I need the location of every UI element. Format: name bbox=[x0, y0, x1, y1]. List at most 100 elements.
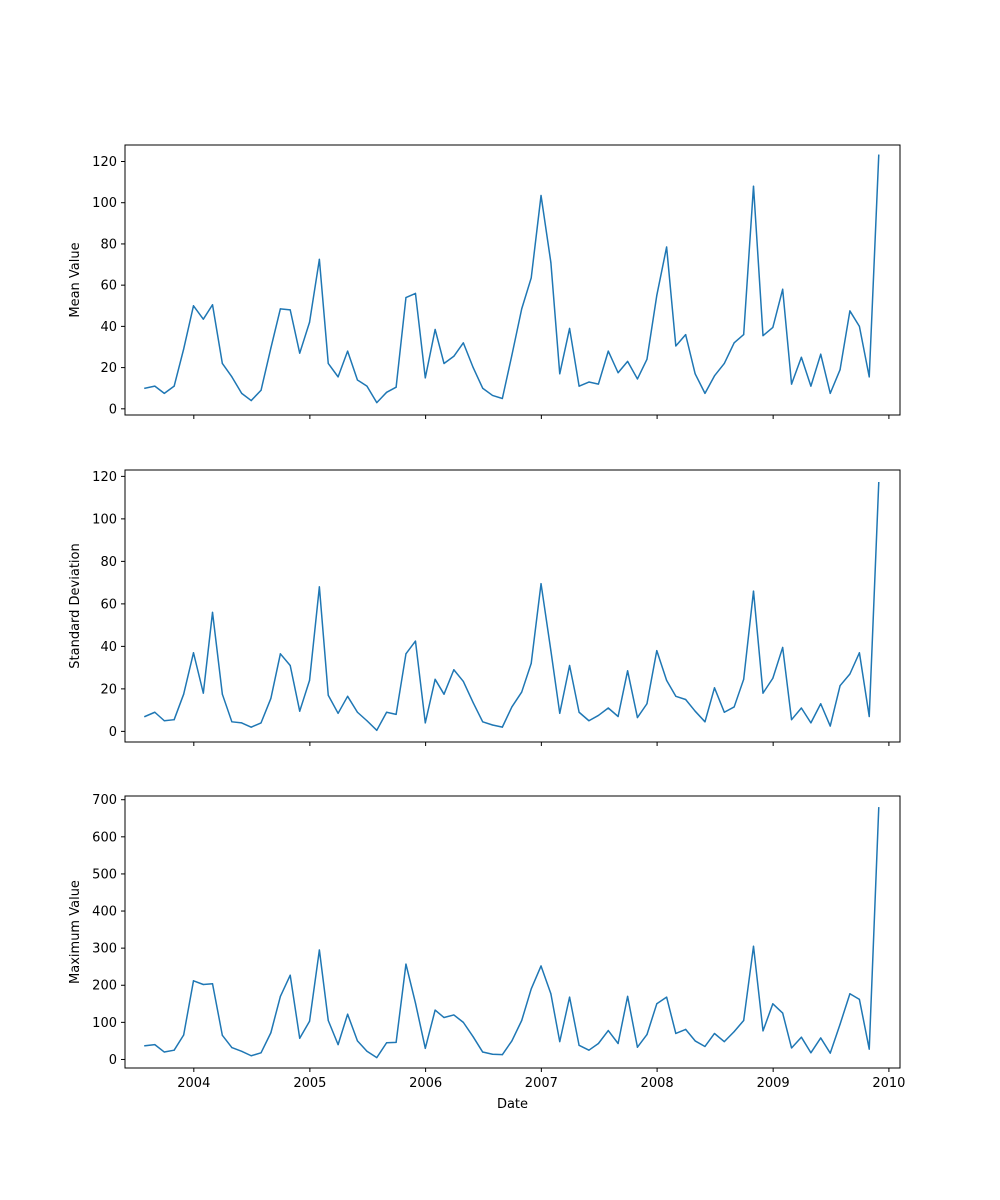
data-point bbox=[163, 392, 165, 394]
data-point bbox=[694, 710, 696, 712]
data-point bbox=[376, 402, 378, 404]
x-tick-label: 2006 bbox=[409, 1076, 442, 1091]
data-point bbox=[752, 945, 755, 947]
data-point bbox=[858, 998, 861, 1000]
data-point bbox=[279, 995, 281, 997]
data-point bbox=[607, 707, 609, 709]
y-tick-label: 700 bbox=[92, 793, 117, 808]
data-point bbox=[656, 1003, 658, 1005]
data-point bbox=[713, 375, 716, 377]
data-point bbox=[491, 1053, 494, 1055]
data-point bbox=[810, 1052, 812, 1054]
y-tick-label: 120 bbox=[92, 155, 117, 170]
data-point bbox=[395, 1041, 397, 1043]
data-point bbox=[800, 356, 802, 358]
data-point bbox=[501, 397, 503, 400]
data-point bbox=[202, 692, 204, 694]
data-point bbox=[782, 288, 784, 290]
data-point bbox=[279, 308, 281, 310]
y-tick-label: 100 bbox=[92, 196, 117, 211]
data-point bbox=[462, 1021, 464, 1023]
data-point bbox=[550, 993, 552, 995]
data-point bbox=[192, 980, 195, 982]
data-point bbox=[685, 698, 687, 701]
data-point bbox=[878, 154, 880, 156]
y-tick-label: 200 bbox=[92, 979, 117, 994]
y-tick-label: 120 bbox=[92, 470, 117, 485]
data-point bbox=[250, 399, 252, 402]
data-point bbox=[347, 695, 349, 697]
x-tick-label: 2010 bbox=[872, 1076, 905, 1091]
subplot-mean-value: 0 20 40 60 80 100 120 Mean Value bbox=[68, 144, 901, 419]
data-point bbox=[578, 385, 580, 387]
data-point bbox=[713, 1032, 716, 1035]
y-tick-label: 80 bbox=[100, 555, 117, 570]
data-point bbox=[743, 1019, 745, 1022]
y-tick-label: 80 bbox=[100, 237, 117, 252]
data-point bbox=[588, 381, 590, 383]
data-point bbox=[849, 310, 851, 312]
data-point bbox=[386, 1042, 388, 1044]
data-point bbox=[636, 378, 639, 380]
data-point bbox=[597, 383, 600, 385]
data-point bbox=[627, 670, 629, 672]
data-point bbox=[231, 376, 233, 378]
data-point bbox=[405, 296, 407, 299]
data-point bbox=[211, 304, 214, 306]
data-point bbox=[202, 983, 204, 986]
data-point bbox=[299, 352, 301, 354]
data-point bbox=[308, 1020, 311, 1022]
data-point bbox=[424, 1047, 426, 1049]
data-point bbox=[636, 716, 639, 719]
data-point bbox=[597, 1042, 600, 1045]
data-point bbox=[482, 721, 484, 723]
data-point bbox=[434, 328, 436, 331]
data-point bbox=[540, 965, 542, 967]
data-point bbox=[501, 1054, 503, 1056]
data-point bbox=[241, 392, 243, 394]
data-point bbox=[144, 715, 146, 718]
data-point bbox=[878, 807, 880, 809]
data-point bbox=[559, 1041, 561, 1043]
data-point bbox=[491, 394, 494, 397]
data-point bbox=[173, 1049, 175, 1051]
data-point bbox=[578, 711, 580, 713]
data-point bbox=[192, 305, 195, 307]
data-point bbox=[704, 392, 706, 394]
data-point bbox=[289, 664, 291, 667]
y-axis-label: Mean Value bbox=[68, 242, 83, 317]
data-point bbox=[521, 1019, 523, 1022]
data-point bbox=[443, 693, 445, 695]
data-point bbox=[704, 721, 706, 723]
data-point bbox=[270, 1032, 272, 1034]
data-point bbox=[713, 687, 716, 689]
data-point bbox=[337, 376, 339, 378]
data-point bbox=[685, 1028, 687, 1031]
y-tick-label: 400 bbox=[92, 905, 117, 920]
data-point bbox=[694, 373, 696, 375]
data-point bbox=[386, 711, 388, 713]
data-point bbox=[221, 362, 223, 365]
data-point bbox=[666, 996, 668, 998]
data-point bbox=[733, 706, 735, 708]
data-point bbox=[752, 590, 755, 592]
data-point bbox=[521, 691, 523, 693]
subplot-standard-deviation: 0 20 40 60 80 100 120 Standard Deviation bbox=[68, 469, 901, 746]
x-tick-label: 2005 bbox=[293, 1076, 326, 1091]
data-point bbox=[231, 1046, 233, 1049]
data-point bbox=[743, 334, 745, 336]
data-point bbox=[723, 362, 725, 365]
data-point bbox=[163, 720, 165, 722]
data-point bbox=[414, 292, 417, 294]
data-point bbox=[849, 673, 851, 675]
axes-frame bbox=[124, 144, 901, 416]
data-point bbox=[858, 325, 861, 327]
data-point bbox=[578, 1044, 580, 1046]
data-point bbox=[308, 679, 311, 681]
data-point bbox=[772, 677, 774, 679]
data-point bbox=[607, 350, 609, 352]
x-axis-label: Date bbox=[497, 1097, 528, 1112]
data-point bbox=[144, 1045, 146, 1047]
data-point bbox=[588, 720, 590, 722]
